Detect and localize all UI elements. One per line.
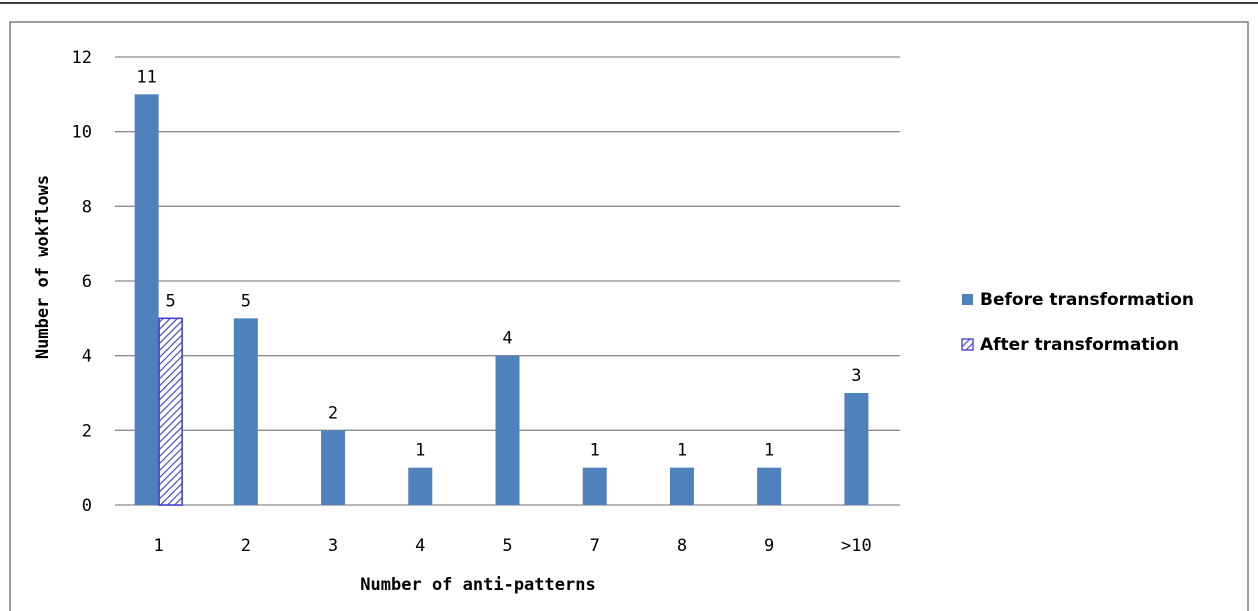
data-label-before-9: 1 xyxy=(764,441,774,461)
bar-before-7 xyxy=(582,467,607,505)
bar-before-9 xyxy=(757,467,782,505)
data-label-before-3: 2 xyxy=(328,403,338,423)
bar-before-1 xyxy=(134,94,159,505)
data-label-before-1: 11 xyxy=(136,67,156,87)
bar-before-2 xyxy=(233,318,258,505)
x-tick-label: 9 xyxy=(764,536,774,556)
bar-after-1 xyxy=(158,317,183,506)
x-tick-label: 1 xyxy=(153,536,163,556)
x-tick-label: 3 xyxy=(328,536,338,556)
y-tick-label: 10 xyxy=(72,123,92,143)
bar-before-5 xyxy=(495,355,520,505)
x-tick-label: 2 xyxy=(241,536,251,556)
x-tick-label: >10 xyxy=(841,536,872,556)
data-label-before-5: 4 xyxy=(502,329,512,349)
x-tick-label: 5 xyxy=(502,536,512,556)
x-tick-label: 4 xyxy=(415,536,425,556)
bar-before-4 xyxy=(408,467,433,505)
bar-before-3 xyxy=(321,430,346,505)
bar-before-8 xyxy=(669,467,694,505)
legend-swatch-after xyxy=(961,338,974,351)
bar-before->10 xyxy=(844,393,869,505)
data-label-before-2: 5 xyxy=(241,291,251,311)
y-tick-label: 8 xyxy=(82,197,92,217)
data-label-before-8: 1 xyxy=(677,441,687,461)
y-tick-label: 0 xyxy=(82,496,92,516)
legend: Before transformation After transformati… xyxy=(961,290,1194,355)
bars xyxy=(134,94,869,506)
data-label-before-7: 1 xyxy=(590,441,600,461)
legend-label-after: After transformation xyxy=(980,335,1179,355)
data-label-after-1: 5 xyxy=(165,291,175,311)
legend-swatch-before xyxy=(962,294,973,305)
y-axis-title: Number of wokflows xyxy=(33,175,53,359)
chart-border xyxy=(9,21,1249,611)
y-tick-label: 2 xyxy=(82,421,92,441)
data-label-before-4: 1 xyxy=(415,441,425,461)
x-tick-label: 7 xyxy=(590,536,600,556)
y-tick-label: 4 xyxy=(82,347,92,367)
legend-label-before: Before transformation xyxy=(980,290,1194,310)
x-axis-ticks: 1 2 3 4 5 7 8 9 >10 xyxy=(153,536,871,556)
x-axis-title: Number of anti-patterns xyxy=(360,575,595,595)
y-tick-label: 12 xyxy=(72,48,92,68)
y-tick-label: 6 xyxy=(82,272,92,292)
y-axis-ticks: 0 2 4 6 8 10 12 xyxy=(72,48,92,516)
data-label-before->10: 3 xyxy=(851,366,861,386)
x-tick-label: 8 xyxy=(677,536,687,556)
